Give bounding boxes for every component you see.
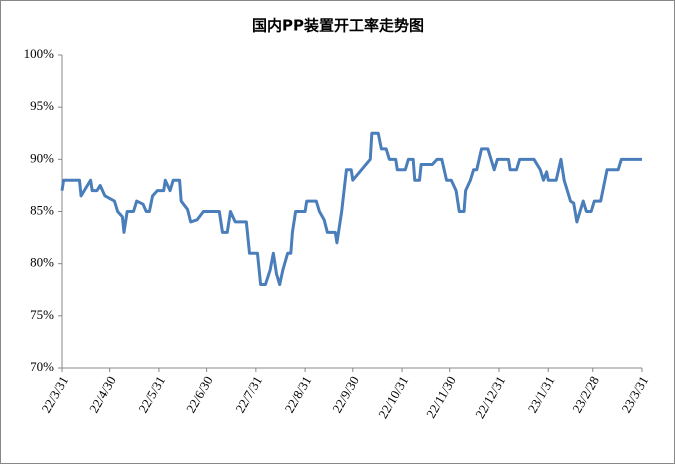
y-tick-label: 75% bbox=[30, 307, 54, 322]
line-series bbox=[60, 131, 642, 287]
chart-title: 国内PP装置开工率走势图 bbox=[252, 17, 424, 35]
y-tick-label: 70% bbox=[30, 359, 54, 374]
y-tick-label: 85% bbox=[30, 202, 54, 217]
y-tick-label: 100% bbox=[24, 46, 55, 61]
y-tick-label: 90% bbox=[30, 150, 54, 165]
y-tick-label: 80% bbox=[30, 255, 54, 270]
y-tick-label: 95% bbox=[30, 98, 54, 113]
